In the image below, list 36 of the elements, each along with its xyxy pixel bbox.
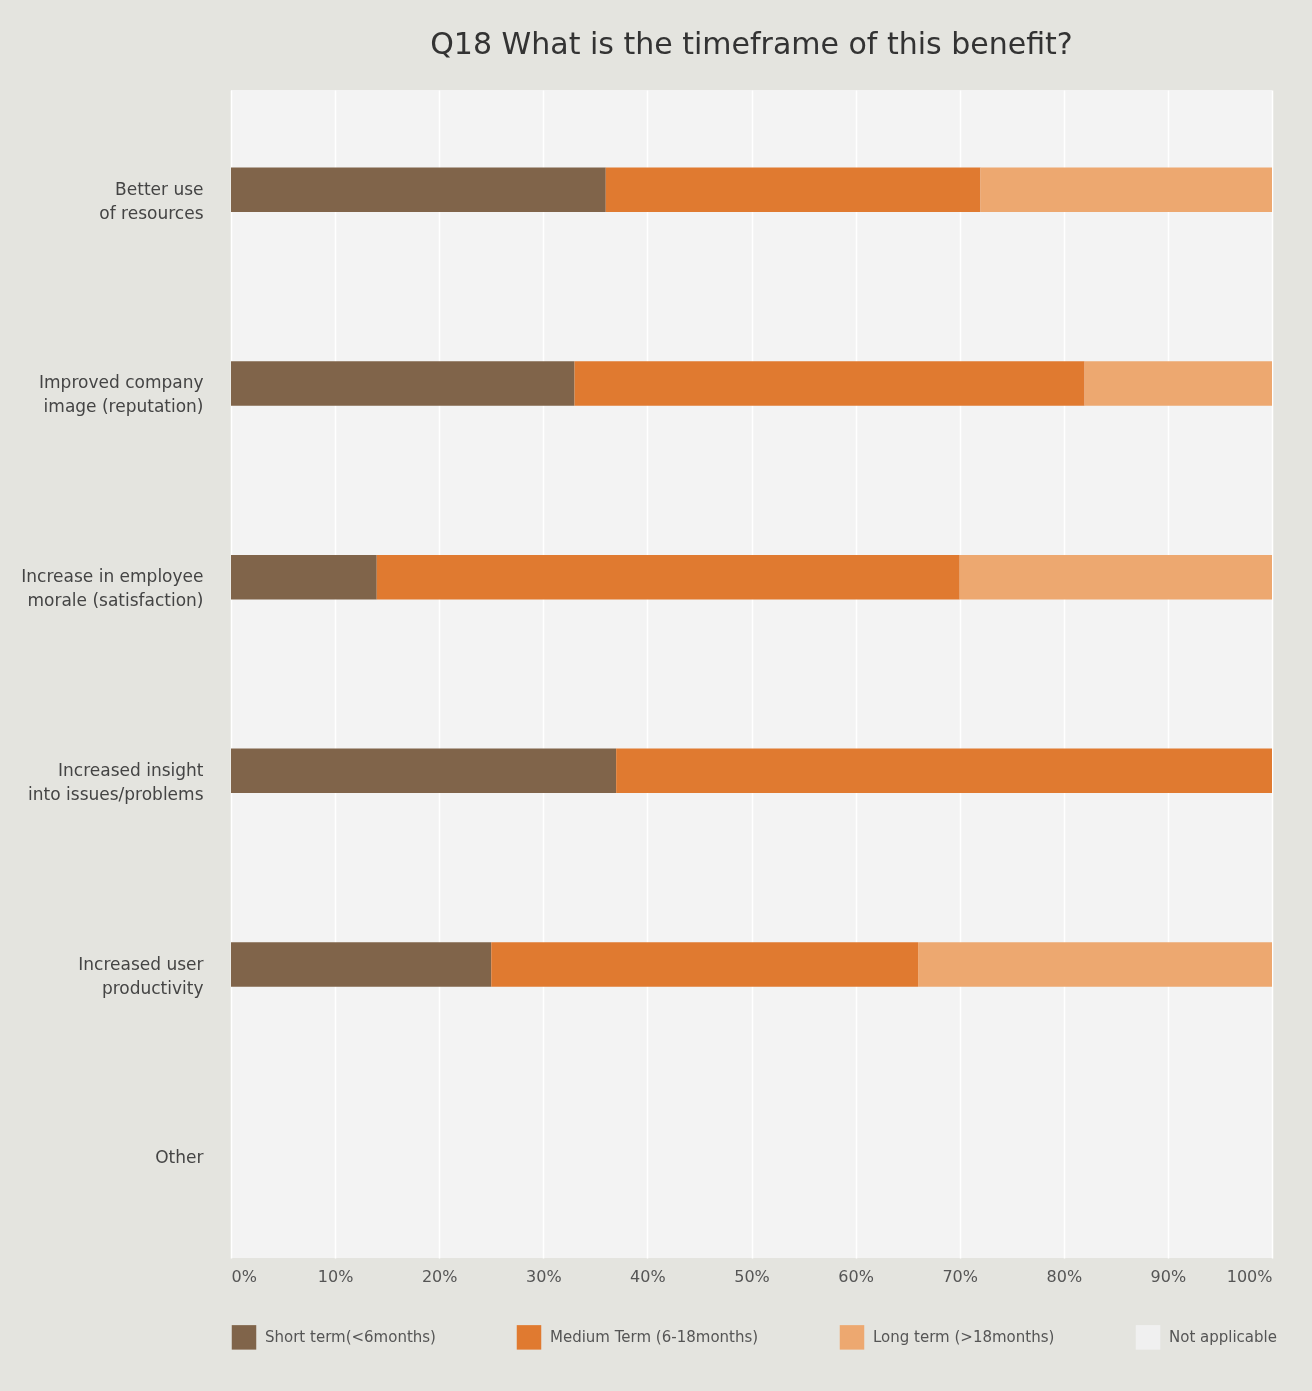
bar — [376, 554, 960, 600]
bar — [1084, 361, 1272, 406]
legend-label: Medium Term (6-18months) — [550, 1328, 759, 1347]
x-tick-label: 90% — [1150, 1266, 1187, 1286]
bar — [605, 167, 981, 213]
legend-label: Not applicable — [1169, 1328, 1277, 1347]
bar — [959, 554, 1272, 600]
y-tick-label: Better use of resources — [99, 178, 204, 223]
x-tick-label: 30% — [526, 1266, 562, 1286]
y-tick-label: Improved company image (reputation) — [39, 372, 204, 417]
x-tick-label: 100% — [1226, 1266, 1273, 1286]
bar — [616, 748, 1272, 794]
bar — [231, 361, 575, 406]
x-tick-label: 60% — [838, 1266, 874, 1286]
y-tick-label: Other — [155, 1147, 204, 1168]
x-tick-label: 0% — [231, 1266, 257, 1286]
legend-label: Long term (>18months) — [873, 1328, 1055, 1347]
bar — [574, 361, 1085, 406]
bar — [491, 942, 919, 987]
x-tick-label: 50% — [734, 1266, 770, 1286]
bar — [231, 942, 492, 987]
x-tick-label: 40% — [630, 1266, 666, 1286]
x-tick-label: 70% — [942, 1266, 978, 1286]
y-tick-label: Increased insight into issues/problems — [28, 759, 204, 804]
bar — [980, 167, 1272, 213]
x-tick-label: 20% — [421, 1266, 458, 1286]
x-tick-label: 80% — [1046, 1266, 1083, 1286]
bar — [231, 167, 606, 213]
legend-label: Short term(<6months) — [265, 1328, 436, 1347]
x-tick-label: 10% — [317, 1266, 354, 1286]
chart-title: Q18 What is the timeframe of this benefit? — [430, 26, 1073, 61]
bar — [231, 554, 377, 600]
bar — [918, 942, 1272, 987]
y-tick-label: Increased user productivity — [78, 953, 204, 998]
bar — [231, 748, 617, 794]
y-tick-label: Increase in employee morale (satisfaction) — [21, 566, 204, 611]
